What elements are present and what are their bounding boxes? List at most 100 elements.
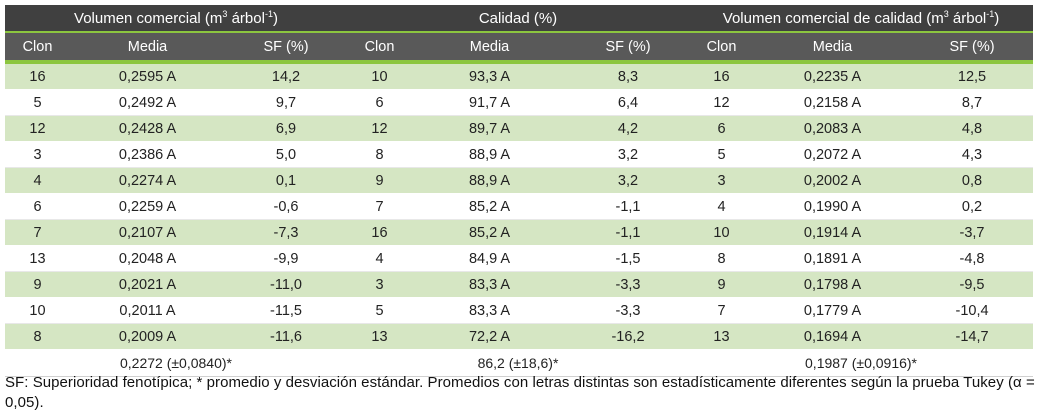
mean-cell: 89,7 A	[412, 115, 567, 142]
table-row: 9 0,2021 A -11,0 3 83,3 A -3,3 9 0,1798 A -9,5	[5, 271, 1034, 298]
clone-cell: 12	[689, 89, 754, 116]
clone-cell: 5	[689, 141, 754, 168]
column-header: SF (%)	[225, 31, 347, 64]
table-row: 6 0,2259 A -0,6 7 85,2 A -1,1 4 0,1990 A 0,2	[5, 193, 1034, 220]
clone-cell: 10	[5, 297, 70, 324]
mean-cell: 91,7 A	[412, 89, 567, 116]
mean-cell: 88,9 A	[412, 167, 567, 194]
column-header: Media	[412, 31, 567, 64]
sf-cell: 12,5	[911, 62, 1034, 90]
clone-cell: 10	[347, 62, 412, 90]
clone-cell: 16	[689, 62, 754, 90]
mean-cell: 0,2048 A	[70, 245, 225, 272]
table-row: 10 0,2011 A -11,5 5 83,3 A -3,3 7 0,1779 A -10,4	[5, 297, 1034, 324]
sf-cell: 0,1	[225, 167, 347, 194]
sf-cell: -7,3	[225, 219, 347, 246]
clone-cell: 9	[5, 271, 70, 298]
mean-cell: 0,1914 A	[754, 219, 911, 246]
clone-cell: 4	[347, 245, 412, 272]
sf-cell: -3,3	[567, 297, 689, 324]
sf-cell: -10,4	[911, 297, 1034, 324]
mean-cell: 0,2386 A	[70, 141, 225, 168]
sf-cell: 4,8	[911, 115, 1034, 142]
table-row: 4 0,2274 A 0,1 9 88,9 A 3,2 3 0,2002 A 0,8	[5, 167, 1034, 194]
group-header-quality: Calidad (%)	[347, 5, 689, 32]
sf-cell: -3,7	[911, 219, 1034, 246]
clone-cell: 6	[5, 193, 70, 220]
mean-cell: 0,2011 A	[70, 297, 225, 324]
mean-cell: 0,2235 A	[754, 62, 911, 90]
table-row: 7 0,2107 A -7,3 16 85,2 A -1,1 10 0,1914 A -3,7	[5, 219, 1034, 246]
sf-cell: -9,5	[911, 271, 1034, 298]
column-header: Clon	[5, 31, 70, 64]
clone-cell: 7	[689, 297, 754, 324]
results-table: Volumen comercial (m3 árbol-1) Calidad (…	[5, 5, 1034, 377]
sf-cell: -11,5	[225, 297, 347, 324]
clone-cell: 5	[347, 297, 412, 324]
mean-cell: 85,2 A	[412, 193, 567, 220]
mean-cell: 93,3 A	[412, 62, 567, 90]
sf-cell: -1,1	[567, 219, 689, 246]
sf-cell: 6,9	[225, 115, 347, 142]
clone-cell: 5	[5, 89, 70, 116]
clone-cell: 3	[5, 141, 70, 168]
clone-cell: 4	[5, 167, 70, 194]
clone-cell: 7	[5, 219, 70, 246]
clone-cell: 8	[689, 245, 754, 272]
sf-cell: -1,5	[567, 245, 689, 272]
mean-cell: 0,1798 A	[754, 271, 911, 298]
table-body: 16 0,2595 A 14,2 10 93,3 A 8,3 16 0,2235 A 12,5 5…	[5, 62, 1034, 350]
table-row: 8 0,2009 A -11,6 13 72,2 A -16,2 13 0,1694 A -14…	[5, 323, 1034, 350]
mean-volume: 0,2272 (±0,0840)*	[5, 349, 347, 377]
clone-cell: 7	[347, 193, 412, 220]
clone-cell: 9	[347, 167, 412, 194]
clone-cell: 13	[347, 323, 412, 350]
clone-cell: 12	[347, 115, 412, 142]
mean-cell: 0,2002 A	[754, 167, 911, 194]
mean-cell: 0,1779 A	[754, 297, 911, 324]
table-row: 12 0,2428 A 6,9 12 89,7 A 4,2 6 0,2083 A 4,8	[5, 115, 1034, 142]
mean-cell: 0,2021 A	[70, 271, 225, 298]
sf-cell: -1,1	[567, 193, 689, 220]
clone-cell: 3	[689, 167, 754, 194]
mean-cell: 0,1990 A	[754, 193, 911, 220]
mean-cell: 83,3 A	[412, 297, 567, 324]
sf-cell: -14,7	[911, 323, 1034, 350]
sf-cell: 0,8	[911, 167, 1034, 194]
mean-cell: 0,2083 A	[754, 115, 911, 142]
group-header-volume: Volumen comercial (m3 árbol-1)	[5, 5, 347, 32]
mean-cell: 0,2259 A	[70, 193, 225, 220]
mean-cell: 83,3 A	[412, 271, 567, 298]
mean-cell: 0,2492 A	[70, 89, 225, 116]
group-header-row: Volumen comercial (m3 árbol-1) Calidad (…	[5, 5, 1034, 32]
clone-cell: 13	[689, 323, 754, 350]
mean-cell: 72,2 A	[412, 323, 567, 350]
sf-cell: -16,2	[567, 323, 689, 350]
mean-cell: 0,2158 A	[754, 89, 911, 116]
table-row: 3 0,2386 A 5,0 8 88,9 A 3,2 5 0,2072 A 4,3	[5, 141, 1034, 168]
table-row: 16 0,2595 A 14,2 10 93,3 A 8,3 16 0,2235 A 12,5	[5, 62, 1034, 90]
mean-cell: 0,2009 A	[70, 323, 225, 350]
footnote: SF: Superioridad fenotípica; * promedio …	[5, 374, 1035, 411]
mean-cell: 0,2072 A	[754, 141, 911, 168]
sf-cell: -3,3	[567, 271, 689, 298]
clone-cell: 16	[347, 219, 412, 246]
clone-cell: 16	[5, 62, 70, 90]
mean-quality: 86,2 (±18,6)*	[347, 349, 689, 377]
sf-cell: -0,6	[225, 193, 347, 220]
sf-cell: -11,6	[225, 323, 347, 350]
column-header: Media	[70, 31, 225, 64]
column-header: SF (%)	[567, 31, 689, 64]
clone-cell: 9	[689, 271, 754, 298]
sf-cell: 6,4	[567, 89, 689, 116]
sf-cell: 3,2	[567, 141, 689, 168]
column-header: Clon	[689, 31, 754, 64]
sf-cell: 14,2	[225, 62, 347, 90]
mean-cell: 0,2274 A	[70, 167, 225, 194]
sf-cell: 8,3	[567, 62, 689, 90]
mean-cell: 0,2107 A	[70, 219, 225, 246]
sf-cell: 4,3	[911, 141, 1034, 168]
sf-cell: -9,9	[225, 245, 347, 272]
column-header-row: Clon Media SF (%) Clon Media SF (%) Clon Media S…	[5, 31, 1034, 64]
